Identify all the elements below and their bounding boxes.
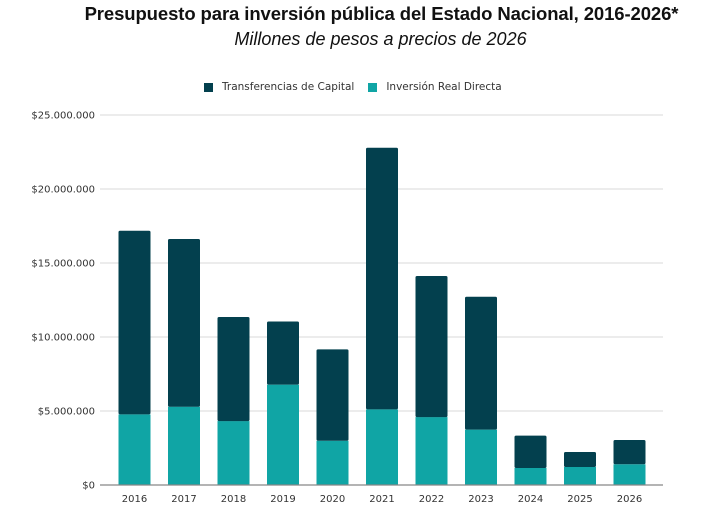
bar-transferencias-de-capital[interactable] xyxy=(465,296,497,430)
legend-swatch-transferencias xyxy=(204,82,213,92)
bar-transferencias-de-capital[interactable] xyxy=(366,147,398,410)
bar-inversion-real-directa[interactable] xyxy=(168,406,200,485)
bar-inversion-real-directa[interactable] xyxy=(316,440,349,485)
legend-label-transferencias: Transferencias de Capital xyxy=(222,81,355,93)
x-tick-label: 2021 xyxy=(369,494,394,505)
bar-inversion-real-directa[interactable] xyxy=(465,429,497,485)
chart-subtitle: Millones de pesos a precios de 2026 xyxy=(234,29,527,49)
bar-inversion-real-directa[interactable] xyxy=(415,417,448,485)
x-tick-label: 2020 xyxy=(320,494,345,505)
bar-inversion-real-directa[interactable] xyxy=(564,466,596,485)
x-tick-label: 2023 xyxy=(468,494,493,505)
y-tick-label: $0 xyxy=(82,481,95,492)
x-tick-label: 2026 xyxy=(617,494,642,505)
legend: Transferencias de Capital Inversión Real… xyxy=(204,80,516,94)
x-tick-label: 2019 xyxy=(270,494,295,505)
bar-transferencias-de-capital[interactable] xyxy=(564,451,596,467)
x-tick-label: 2025 xyxy=(567,494,592,505)
bar-transferencias-de-capital[interactable] xyxy=(415,276,448,418)
y-tick-label: $5.000.000 xyxy=(38,407,95,418)
bar-inversion-real-directa[interactable] xyxy=(267,384,299,485)
bar-inversion-real-directa[interactable] xyxy=(366,409,398,485)
x-tick-label: 2022 xyxy=(419,494,444,505)
bar-transferencias-de-capital[interactable] xyxy=(217,317,250,422)
legend-item-transferencias[interactable]: Transferencias de Capital xyxy=(204,81,354,93)
x-tick-label: 2017 xyxy=(171,494,196,505)
y-tick-label: $20.000.000 xyxy=(31,185,95,196)
bar-inversion-real-directa[interactable] xyxy=(118,414,151,485)
bar-inversion-real-directa[interactable] xyxy=(514,467,547,485)
legend-swatch-inversion-real xyxy=(368,82,378,92)
legend-label-inversion-real: Inversión Real Directa xyxy=(386,81,502,93)
bar-transferencias-de-capital[interactable] xyxy=(168,239,200,407)
bar-inversion-real-directa[interactable] xyxy=(217,421,250,485)
chart-title: Presupuesto para inversión pública del E… xyxy=(84,3,679,24)
bar-transferencias-de-capital[interactable] xyxy=(514,435,547,468)
x-tick-label: 2018 xyxy=(221,494,246,505)
bar-transferencias-de-capital[interactable] xyxy=(118,230,151,415)
legend-item-inversion-real[interactable]: Inversión Real Directa xyxy=(368,81,502,93)
bar-transferencias-de-capital[interactable] xyxy=(613,440,646,465)
y-tick-label: $15.000.000 xyxy=(31,259,95,270)
bar-transferencias-de-capital[interactable] xyxy=(316,349,349,441)
bar-transferencias-de-capital[interactable] xyxy=(267,321,299,385)
bar-inversion-real-directa[interactable] xyxy=(613,464,646,485)
x-tick-label: 2016 xyxy=(122,494,147,505)
y-tick-label: $10.000.000 xyxy=(31,333,95,344)
x-tick-label: 2024 xyxy=(518,494,543,505)
y-tick-label: $25.000.000 xyxy=(31,111,95,122)
